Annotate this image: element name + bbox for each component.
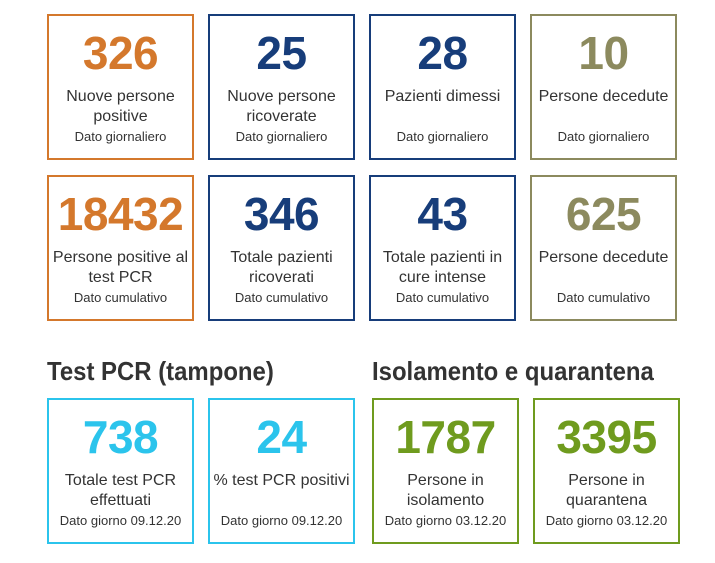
stat-card-intensive-care-total: 43 Totale pazienti in cure intense Dato … [369,175,516,321]
stat-sublabel: Dato giorno 09.12.20 [220,513,343,528]
stat-value: 18432 [57,188,184,240]
section-title-isolation-quarantine: Isolamento e quarantena [372,356,654,386]
stat-label: Persone decedute [538,88,669,105]
stat-card-new-positives: 326 Nuove persone positive Dato giornali… [47,14,194,160]
stat-card-new-hospitalized: 25 Nuove persone ricoverate Dato giornal… [208,14,355,160]
stat-label: Totale pazienti in cure intense [382,249,503,286]
stat-sublabel: Dato cumulativo [234,290,329,305]
stat-card-positives-total: 18432 Persone positive al test PCR Dato … [47,175,194,321]
stat-label: Totale pazienti ricoverati [230,249,333,286]
stat-label: Totale test PCR effettuati [64,472,177,509]
stat-sublabel: Dato cumulativo [556,290,651,305]
stat-sublabel: Dato cumulativo [395,290,490,305]
stat-sublabel: Dato giornaliero [557,129,650,144]
stat-sublabel: Dato giorno 03.12.20 [384,513,507,528]
stat-sublabel: Dato giornaliero [235,129,328,144]
stat-card-discharged: 28 Pazienti dimessi Dato giornaliero [369,14,516,160]
stat-label: Nuove persone positive [66,88,175,125]
stat-label: Persone decedute [538,249,669,266]
stat-value: 25 [256,27,307,79]
stat-label: Persone in quarantena [566,472,647,509]
stat-card-deceased-daily: 10 Persone decedute Dato giornaliero [530,14,677,160]
stat-sublabel: Dato giornaliero [396,129,489,144]
stat-card-pcr-tests-done: 738 Totale test PCR effettuati Dato gior… [47,398,194,544]
stat-card-deceased-total: 625 Persone decedute Dato cumulativo [530,175,677,321]
stat-label: Nuove persone ricoverate [227,88,336,125]
stat-label: Pazienti dimessi [384,88,501,105]
stat-value: 3395 [556,411,657,463]
stat-card-isolation: 1787 Persone in isolamento Dato giorno 0… [372,398,519,544]
stat-label: Persone positive al test PCR [52,249,189,286]
stat-label: % test PCR positivi [213,472,350,489]
stat-card-quarantine: 3395 Persone in quarantena Dato giorno 0… [533,398,680,544]
stat-value: 24 [256,411,307,463]
stat-sublabel: Dato cumulativo [73,290,168,305]
section-title-pcr-tests: Test PCR (tampone) [47,356,274,386]
stat-sublabel: Dato giorno 03.12.20 [545,513,668,528]
stat-value: 738 [82,411,159,463]
stat-sublabel: Dato giorno 09.12.20 [59,513,182,528]
stat-card-hospitalized-total: 346 Totale pazienti ricoverati Dato cumu… [208,175,355,321]
stat-card-pcr-positive-percent: 24 % test PCR positivi Dato giorno 09.12… [208,398,355,544]
stat-value: 346 [243,188,320,240]
stat-value: 10 [578,27,629,79]
stat-value: 1787 [395,411,496,463]
stat-sublabel: Dato giornaliero [74,129,167,144]
stat-value: 326 [82,27,159,79]
stat-value: 28 [417,27,468,79]
stat-label: Persone in isolamento [406,472,485,509]
stat-value: 625 [565,188,642,240]
stat-value: 43 [417,188,468,240]
